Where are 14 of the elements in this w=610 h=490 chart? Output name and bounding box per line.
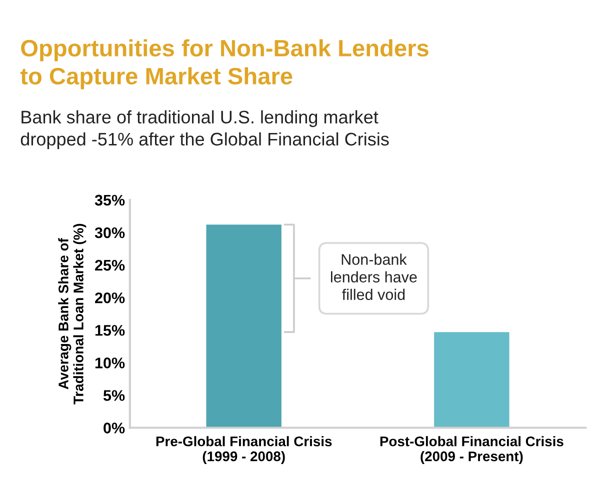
y-tick-label: 20% (95, 292, 125, 304)
x-tick-label: Post-Global Financial Crisis (2009 - Present) (380, 436, 564, 464)
chart-title: Opportunities for Non-Bank Lenders to Capture Market Share (20, 39, 428, 90)
y-tick-label: 35% (94, 194, 125, 206)
y-axis-title: Average Bank Share of Traditional Loan Market (%) (58, 224, 86, 404)
y-tick-label: 25% (95, 260, 125, 271)
y-tick-label: 15% (95, 325, 125, 336)
y-tick-label: 5% (103, 390, 125, 401)
y-tick-label: 10% (95, 358, 125, 368)
y-tick-label: 30% (94, 227, 125, 238)
chart-subtitle: Bank share of traditional U.S. lending market dropped -51% after the Global Financial Crisis (20, 110, 389, 150)
y-tick-label: 0% (104, 422, 125, 434)
x-tick-label: Pre-Global Financial Crisis (1999 - 2008) (156, 436, 332, 464)
annotation: Non-bank lenders have filled void (331, 254, 417, 300)
